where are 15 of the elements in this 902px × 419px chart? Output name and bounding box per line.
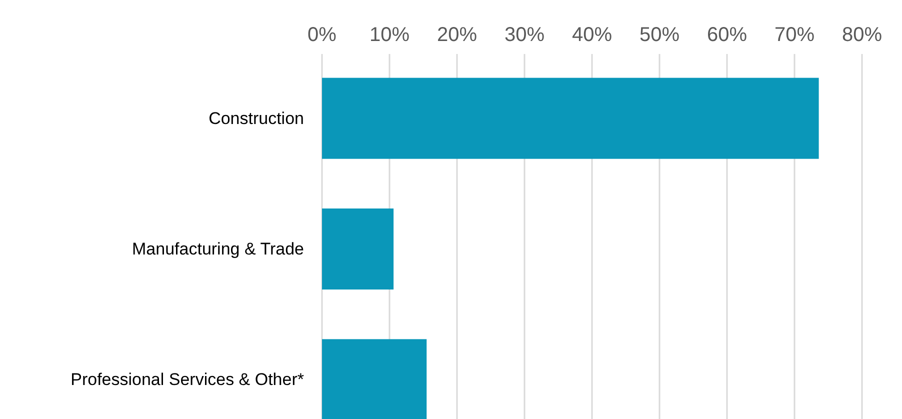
bar xyxy=(322,339,427,419)
bar xyxy=(322,78,819,159)
x-tick-label: 40% xyxy=(572,24,612,46)
x-tick-label: 80% xyxy=(842,24,882,46)
x-tick-label: 50% xyxy=(639,24,680,46)
x-tick-label: 70% xyxy=(774,24,815,46)
x-tick-label: 60% xyxy=(706,24,748,46)
x-tick-label: 10% xyxy=(369,24,410,46)
bar xyxy=(322,208,394,290)
x-tick-label: 0% xyxy=(308,24,337,46)
x-tick-label: 30% xyxy=(504,24,545,46)
y-tick-label: Manufacturing & Trade xyxy=(132,239,304,258)
y-tick-label: Construction xyxy=(208,108,304,128)
y-tick-label: Professional Services & Other* xyxy=(70,370,304,390)
x-tick-label: 20% xyxy=(436,24,478,46)
